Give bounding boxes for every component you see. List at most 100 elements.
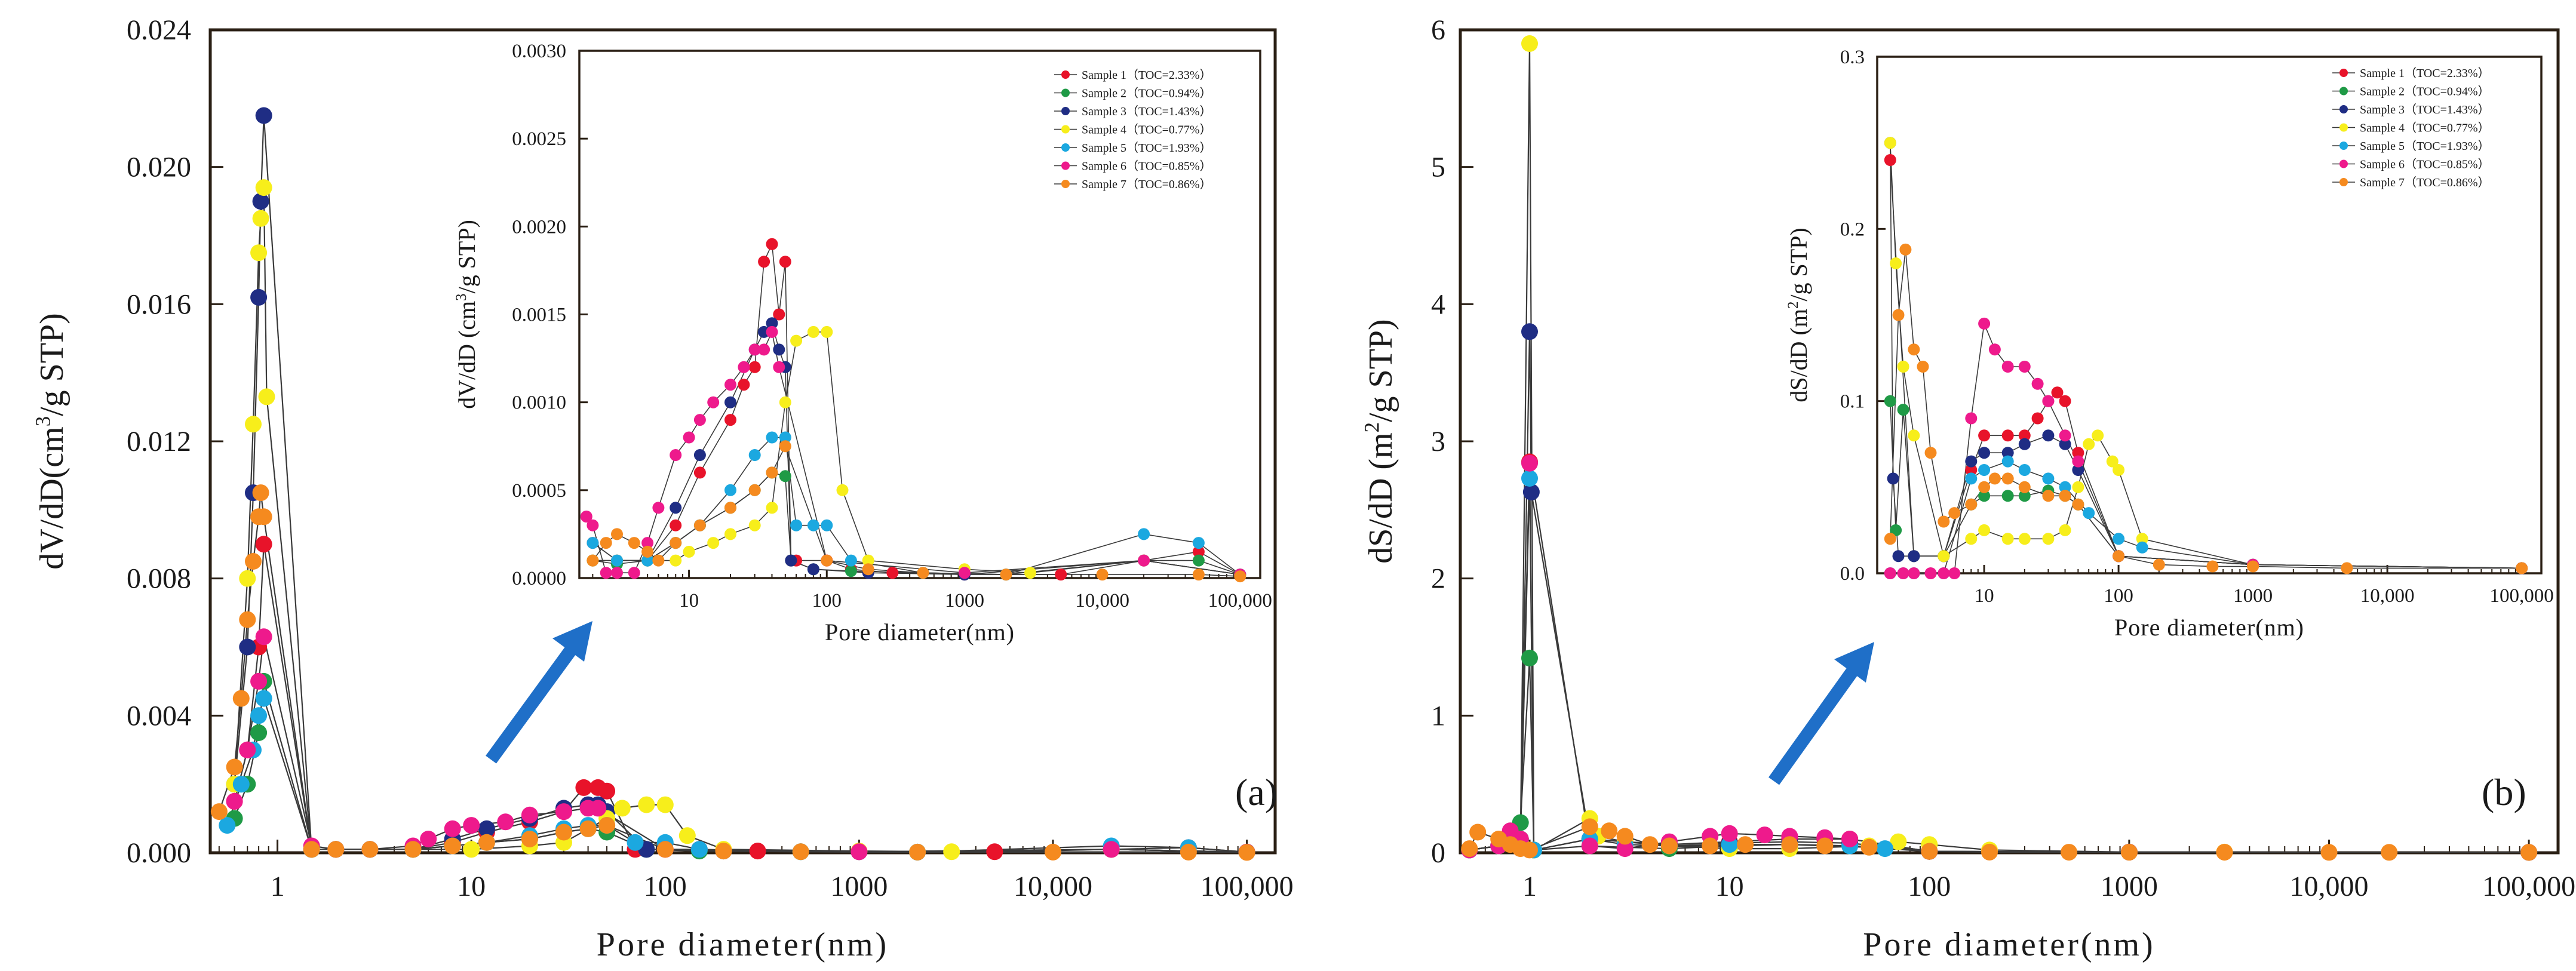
- a-inset-point: [587, 519, 599, 531]
- a-inset-point: [628, 567, 640, 579]
- legend-label: Sample 2（TOC=0.94%）: [1082, 87, 1212, 100]
- a-inset-point: [724, 379, 736, 391]
- legend-marker: [2339, 142, 2348, 150]
- b-inset-point: [1978, 490, 1991, 502]
- a-main-xtick-label: 100: [644, 871, 687, 902]
- a-main-xlabel: Pore diameter(nm): [597, 926, 889, 963]
- a-inset-point: [693, 414, 706, 426]
- a-inset-point: [724, 528, 736, 540]
- b-inset-point: [1890, 524, 1902, 536]
- legend-marker: [1061, 107, 1070, 115]
- a-inset-point: [821, 554, 833, 567]
- b-main-point: [1702, 837, 1719, 855]
- a-inset-point: [1192, 545, 1205, 558]
- b-inset-point: [2136, 533, 2148, 545]
- b-main-point: [1890, 833, 1907, 850]
- a-inset-point: [748, 449, 761, 461]
- a-main-point: [239, 638, 256, 656]
- a-main-point: [255, 628, 272, 646]
- a-main-ylabel-main: dV/dD(cm: [33, 426, 70, 570]
- b-inset-point: [2516, 562, 2528, 574]
- a-inset-point: [748, 343, 761, 356]
- a-main-point: [255, 179, 272, 196]
- legend-label: Sample 6（TOC=0.85%）: [2360, 158, 2490, 171]
- b-inset-point: [2072, 481, 2084, 493]
- a-main-point: [255, 508, 272, 526]
- b-main-point: [1521, 841, 1538, 859]
- a-main-point: [613, 800, 631, 817]
- a-inset-ytick-label: 0.0015: [512, 305, 566, 326]
- b-inset-point: [1988, 343, 2001, 356]
- a-main-point: [555, 803, 572, 821]
- legend-label: Sample 1（TOC=2.33%）: [1082, 68, 1212, 82]
- b-main-point: [2381, 844, 2398, 861]
- b-inset-point: [1978, 317, 1991, 330]
- a-main-point: [250, 672, 268, 690]
- b-main-point: [2120, 844, 2138, 861]
- b-main-point: [2061, 844, 2078, 861]
- a-inset-point: [670, 554, 682, 567]
- a-main-point: [245, 416, 262, 433]
- a-inset-point: [807, 519, 819, 531]
- b-main-point: [2520, 844, 2538, 861]
- a-inset-point: [580, 511, 592, 523]
- a-main-point: [252, 210, 269, 227]
- zoom-arrow-b-shaft: [1768, 662, 1862, 785]
- a-inset-point: [845, 565, 857, 577]
- a-inset-xtick-label: 100: [812, 590, 842, 612]
- a-main-point: [943, 843, 960, 861]
- a-main-point: [909, 843, 926, 861]
- a-main-point: [598, 782, 616, 800]
- b-main-point: [1981, 843, 1998, 861]
- a-inset-point: [748, 361, 761, 373]
- a-inset-ylabel: dV/dD (cm3/g STP): [453, 220, 480, 409]
- a-inset-point: [1234, 570, 1246, 583]
- a-inset-point: [862, 563, 874, 576]
- b-inset-point: [1884, 154, 1896, 166]
- b-inset-point: [1978, 447, 1991, 459]
- a-inset-point: [693, 449, 706, 461]
- a-inset-point: [748, 519, 761, 531]
- a-inset-point: [790, 519, 803, 531]
- a-inset-point: [641, 545, 654, 558]
- a-main-point: [250, 244, 268, 262]
- b-main-ylabel-superscript: 2: [1361, 422, 1384, 432]
- b-main-series-7: [1461, 818, 2538, 861]
- a-main-point: [478, 834, 495, 851]
- legend-marker: [2339, 123, 2348, 132]
- a-main-point: [575, 779, 592, 796]
- a-main-point: [226, 792, 243, 810]
- a-inset-point: [683, 545, 695, 558]
- a-main-point: [1180, 843, 1197, 861]
- a-main-point: [521, 831, 538, 847]
- a-inset-point: [1192, 537, 1205, 549]
- b-inset-ytick-label: 0.2: [1840, 219, 1865, 240]
- b-inset-point: [1897, 404, 1909, 416]
- a-inset-point: [600, 537, 612, 549]
- b-main-point: [1601, 822, 1618, 840]
- b-main-point: [1521, 323, 1538, 340]
- a-main-point: [589, 800, 607, 817]
- a-main-point: [497, 813, 514, 831]
- b-inset-point: [1938, 550, 1950, 563]
- a-inset-point: [807, 325, 819, 338]
- a-inset-point: [773, 308, 785, 321]
- legend-marker: [2339, 105, 2348, 113]
- a-inset-point: [707, 396, 720, 408]
- a-main-xtick-label: 1: [271, 871, 285, 902]
- plot-a-inset: 10 100 1000 10,000 100,000 0.0000 0.0005 0.0010…: [453, 41, 1272, 646]
- b-main-ytick-label: 1: [1431, 700, 1445, 732]
- b-inset-point: [2001, 429, 2014, 442]
- b-inset-point: [2042, 472, 2055, 485]
- b-inset-point: [2031, 377, 2044, 390]
- legend-marker: [2339, 69, 2348, 77]
- b-main-ytick-label: 5: [1431, 152, 1445, 183]
- b-inset-point: [2001, 533, 2014, 545]
- legend-label: Sample 6（TOC=0.85%）: [1082, 159, 1212, 173]
- b-inset-point: [2083, 507, 2095, 520]
- b-main-ytick-label: 4: [1431, 288, 1445, 320]
- legend-label: Sample 3（TOC=1.43%）: [2360, 103, 2490, 116]
- a-inset-point: [670, 502, 682, 514]
- b-inset-point: [1884, 137, 1896, 149]
